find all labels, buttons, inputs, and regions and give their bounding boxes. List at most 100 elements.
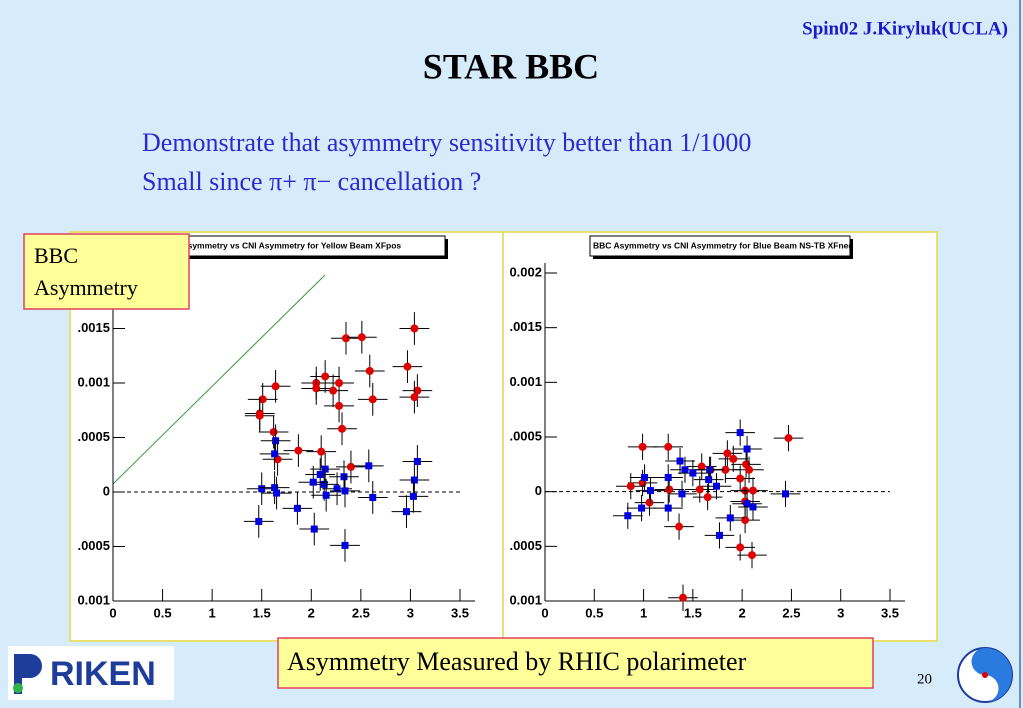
point [726,514,734,522]
point [784,434,793,443]
point [749,503,757,511]
caption: Asymmetry Measured by RHIC polarimeter [287,647,747,676]
point [706,466,714,474]
point [368,395,377,404]
point [273,489,281,497]
plot-pane [502,231,938,642]
spin-dot [982,672,988,678]
x-tick-label: 1.5 [253,605,271,620]
point [335,379,344,387]
point [736,543,745,552]
chart-title: BBC Asymmetry vs CNI Asymmetry for Blue … [593,240,854,250]
point [321,465,329,473]
x-tick-label: 0.5 [585,605,603,620]
y-tick-label: 0.002 [509,264,542,279]
point [624,512,632,520]
point [271,484,279,492]
point [338,424,347,433]
point [258,395,267,404]
point [413,457,421,465]
point [782,490,790,498]
y-tick-label: .0015 [509,319,542,334]
point [403,362,412,371]
point [333,485,341,493]
point [269,428,278,437]
y-tick-label: .0005 [77,538,110,553]
logo-dot [13,683,23,693]
spin-half [971,648,1012,702]
point [638,442,647,451]
x-tick-label: 1 [209,605,216,620]
x-tick-label: 3.5 [451,605,469,620]
point [316,471,324,479]
point [255,411,264,420]
point [272,437,280,445]
point [664,473,672,481]
point [715,531,723,539]
point [312,384,321,393]
spin-logo [957,647,1013,703]
point [320,480,328,488]
y-tick-label: 0 [535,483,542,498]
y-tick-label: .0005 [509,428,542,443]
riken-logo: RIKEN [8,646,174,700]
x-tick-label: 2 [739,605,746,620]
point [665,485,674,494]
y-tick-label: 0.001 [77,374,110,389]
point [723,449,732,458]
point [409,492,417,500]
point [676,457,684,465]
y-tick-label: .0005 [509,538,542,553]
point [271,450,279,458]
x-tick-label: 0.5 [154,605,172,620]
point [703,493,712,502]
point [365,462,373,470]
point [255,517,263,525]
point [638,504,646,512]
point [321,372,330,381]
point [335,401,344,410]
point [413,386,422,395]
point [329,386,338,395]
point [294,446,303,455]
point [697,462,706,471]
x-tick-label: 1 [640,605,647,620]
point [410,324,419,333]
point [736,474,745,483]
x-tick-label: 3 [837,605,844,620]
point [646,487,654,495]
x-tick-label: 1.5 [684,605,702,620]
title-box [589,235,851,257]
point [689,469,697,477]
point [341,334,350,343]
logo-text: RIKEN [50,655,156,693]
point [341,487,349,495]
point [748,486,757,495]
x-tick-label: 2.5 [782,605,800,620]
point [626,482,635,491]
slide-title: STAR BBC [423,46,599,86]
chart-title: BBC Asymmetry vs CNI Asymmetry for Yello… [161,240,401,250]
point [340,473,348,481]
label-line: BBC [34,243,78,268]
bullet: Small since π+ π− cancellation ? [142,167,481,196]
label-box [23,233,190,310]
point [748,551,756,560]
credit: Spin02 J.Kiryluk(UCLA) [802,18,1008,39]
point [365,367,374,376]
page-number: 20 [917,671,932,687]
point [293,504,301,512]
label-line: Asymmetry [34,275,138,300]
x-tick-label: 0 [541,605,548,620]
point [745,465,754,474]
charts: BBC Asymmetry vs CNI Asymmetry for Yello… [77,235,905,620]
point [736,429,744,437]
y-tick-label: .0015 [77,320,110,335]
point [410,476,418,484]
x-tick-label: 2.5 [352,605,370,620]
caption-box [277,637,874,689]
point [402,508,410,516]
point [271,382,280,391]
point [679,593,687,602]
